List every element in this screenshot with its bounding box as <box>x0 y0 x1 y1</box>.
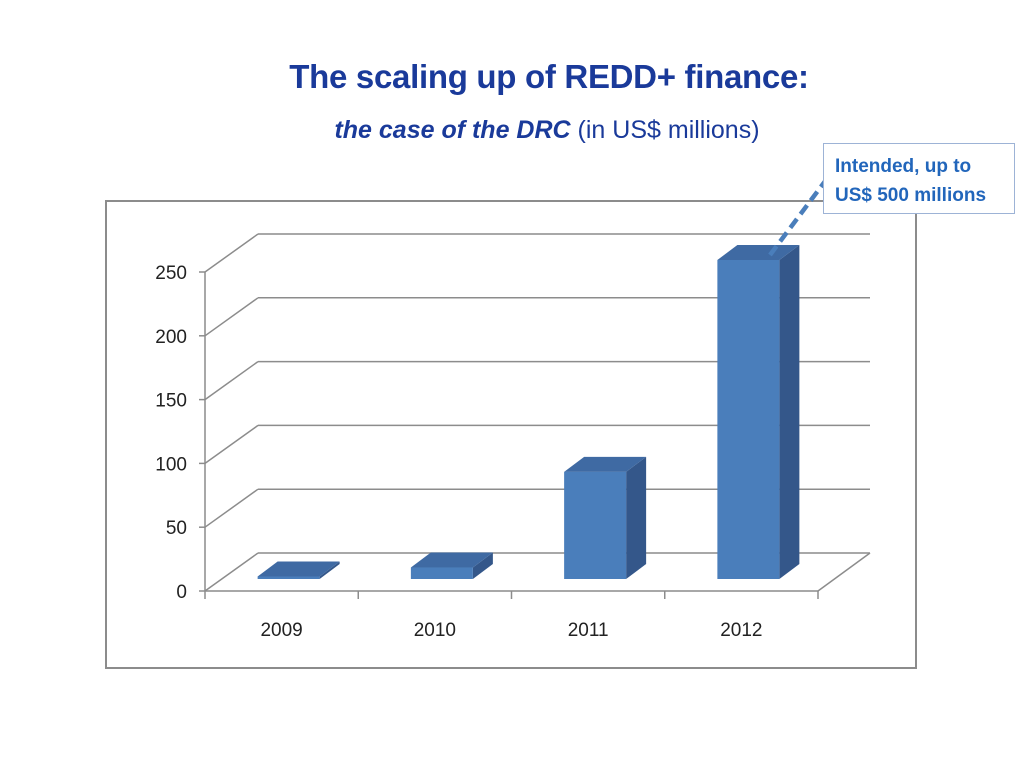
y-tick-label: 200 <box>155 327 187 348</box>
y-tick-label: 150 <box>155 391 187 412</box>
y-tick-label: 0 <box>176 582 187 603</box>
x-tick-label: 2010 <box>414 620 456 641</box>
bar-front <box>410 567 473 579</box>
chart-title: The scaling up of REDD+ finance: <box>289 58 809 95</box>
annotation-callout: Intended, up to US$ 500 millions <box>823 143 1015 214</box>
y-tick-label: 100 <box>155 454 187 475</box>
y-tick-label: 250 <box>155 263 187 284</box>
grid-diagonal <box>204 233 259 273</box>
bar-side <box>779 245 800 579</box>
axes <box>199 271 871 599</box>
bar-2011 <box>564 456 647 579</box>
bar-front <box>257 576 320 579</box>
chart-frame <box>105 200 917 669</box>
bar-side <box>319 561 340 579</box>
x-tick-label: 2012 <box>720 620 762 641</box>
bar-side <box>626 456 647 579</box>
bar-top <box>257 561 340 577</box>
bar-front <box>717 260 780 579</box>
x-tick-label: 2011 <box>568 620 609 641</box>
bar-side <box>472 552 493 579</box>
subtitle-plain: (in US$ millions) <box>570 116 760 144</box>
grid-diagonal <box>204 488 259 528</box>
y-tick-label: 50 <box>166 518 187 539</box>
bar-2010 <box>410 552 493 579</box>
subtitle-italic: the case of the DRC <box>334 116 571 144</box>
grid-diagonal <box>204 360 259 401</box>
callout-line-2: US$ 500 millions <box>835 185 987 206</box>
floor-edge <box>817 552 871 592</box>
callout-line-1: Intended, up to <box>835 156 972 177</box>
bar-front <box>564 471 627 579</box>
callout-leader-line <box>768 178 828 257</box>
chart-subtitle: the case of the DRC (in US$ millions) <box>0 116 1024 145</box>
bars <box>257 245 800 579</box>
bar-top <box>564 456 647 472</box>
grid-diagonal <box>204 552 259 592</box>
bar-2012 <box>717 245 800 579</box>
bar-top <box>717 245 800 260</box>
bar-top <box>410 552 493 568</box>
bar-2009 <box>257 561 340 579</box>
grid-diagonal <box>204 424 259 465</box>
x-tick-label: 2009 <box>260 620 302 641</box>
grid-diagonal <box>204 297 259 337</box>
axis-labels: 0 50 100 150 200 250 2009 2010 2011 2012 <box>155 263 762 641</box>
